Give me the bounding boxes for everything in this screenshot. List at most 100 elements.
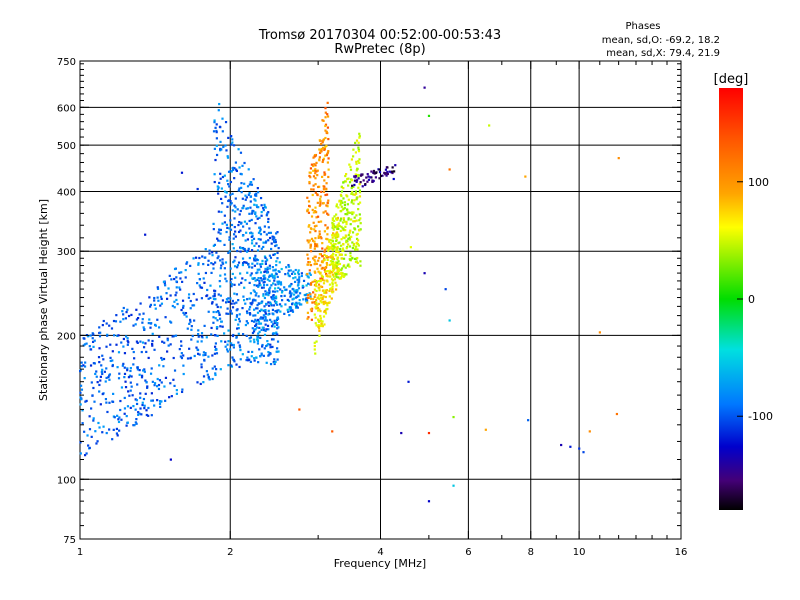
data-point xyxy=(259,322,263,325)
data-point xyxy=(228,185,231,188)
data-point xyxy=(196,381,199,384)
data-point xyxy=(264,315,267,318)
data-point xyxy=(325,263,329,266)
data-point xyxy=(170,278,173,281)
data-point xyxy=(314,229,317,233)
data-point xyxy=(135,318,139,321)
data-point xyxy=(326,126,330,129)
data-point xyxy=(265,270,269,273)
data-point xyxy=(120,341,123,344)
data-point xyxy=(162,280,166,283)
data-point xyxy=(309,283,313,286)
data-point xyxy=(343,236,346,240)
data-point xyxy=(272,253,275,256)
data-point xyxy=(148,296,151,299)
data-point xyxy=(214,372,217,375)
data-point xyxy=(276,251,279,255)
data-point xyxy=(315,161,318,164)
data-point xyxy=(206,288,209,292)
data-point xyxy=(221,130,224,133)
data-point xyxy=(97,356,101,359)
data-point xyxy=(263,347,266,350)
data-point xyxy=(100,370,103,374)
data-point xyxy=(105,401,108,404)
data-point xyxy=(229,297,232,300)
data-point xyxy=(256,278,259,281)
data-point xyxy=(257,332,260,335)
data-point xyxy=(352,148,355,151)
data-point xyxy=(118,429,121,432)
data-point xyxy=(326,205,329,208)
data-point xyxy=(231,167,234,170)
data-point xyxy=(334,242,337,246)
data-point xyxy=(278,270,281,274)
data-point xyxy=(238,283,241,286)
data-point xyxy=(318,334,321,337)
data-point xyxy=(287,310,290,313)
data-point xyxy=(168,396,171,399)
data-point xyxy=(284,288,287,292)
data-point xyxy=(324,124,327,128)
data-point xyxy=(126,337,129,340)
data-point xyxy=(224,340,227,343)
data-point xyxy=(339,247,342,251)
data-point xyxy=(213,180,216,184)
data-point xyxy=(337,206,340,209)
data-point xyxy=(269,362,273,366)
data-point xyxy=(359,174,363,177)
x-tick-label: 10 xyxy=(573,547,586,558)
data-point xyxy=(223,174,226,177)
data-point xyxy=(256,268,259,271)
data-point xyxy=(308,180,311,184)
data-point xyxy=(292,277,295,280)
data-point xyxy=(119,408,122,412)
data-point xyxy=(325,274,328,277)
data-point xyxy=(266,266,269,269)
data-point xyxy=(323,171,326,174)
data-point xyxy=(238,166,241,169)
data-point xyxy=(234,318,237,321)
data-point xyxy=(353,228,357,231)
data-point xyxy=(245,310,249,313)
data-point xyxy=(340,190,344,193)
data-point xyxy=(212,316,215,319)
data-point xyxy=(228,238,231,241)
data-point xyxy=(231,138,234,141)
data-point xyxy=(342,275,345,278)
data-point xyxy=(136,368,139,371)
data-point xyxy=(314,306,317,309)
data-point xyxy=(216,256,219,260)
data-point xyxy=(366,173,369,176)
data-point xyxy=(171,335,174,338)
data-point xyxy=(327,137,330,141)
data-point xyxy=(359,260,362,263)
data-point xyxy=(325,153,329,157)
data-point xyxy=(352,244,355,247)
data-point xyxy=(211,301,214,304)
data-point xyxy=(345,241,348,244)
data-point xyxy=(315,299,318,302)
data-point xyxy=(150,367,153,370)
data-point xyxy=(226,307,229,310)
data-point xyxy=(331,234,334,237)
data-point xyxy=(327,256,330,259)
data-point xyxy=(251,301,254,304)
data-point xyxy=(346,195,349,198)
data-point xyxy=(322,302,325,306)
data-point xyxy=(350,235,353,238)
data-point xyxy=(351,241,354,244)
data-point xyxy=(252,338,256,341)
data-point xyxy=(238,365,241,369)
data-point xyxy=(351,231,355,234)
data-point xyxy=(215,153,219,157)
data-point xyxy=(259,317,262,320)
data-point xyxy=(355,192,358,195)
data-point xyxy=(309,297,313,300)
data-point xyxy=(207,259,210,262)
data-point xyxy=(323,268,326,271)
data-point xyxy=(269,301,272,304)
data-point xyxy=(255,284,258,287)
data-point xyxy=(323,257,326,260)
data-point xyxy=(230,278,233,281)
data-point xyxy=(166,350,169,353)
